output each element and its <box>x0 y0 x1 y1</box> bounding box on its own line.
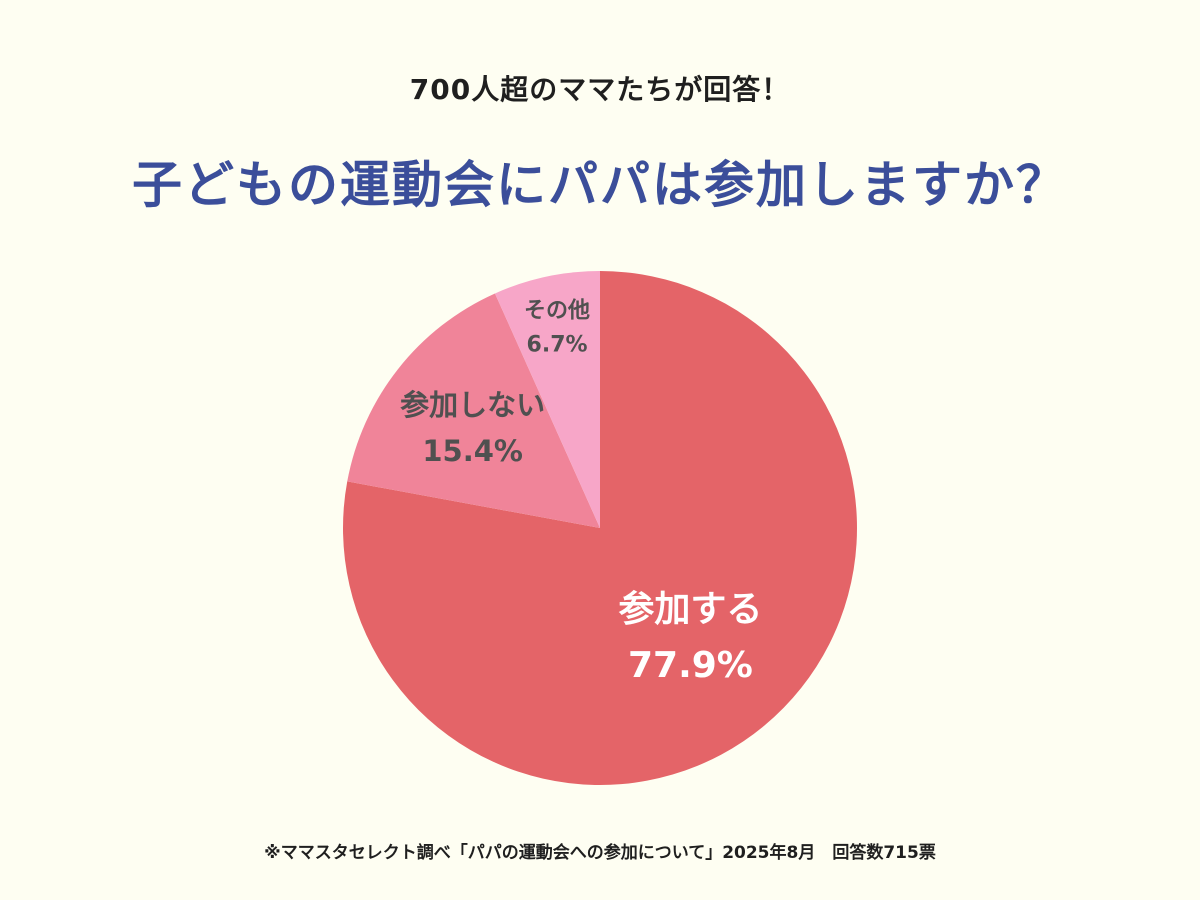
slice-value-1: 77.9% <box>628 645 753 686</box>
slice-value-3: 6.7% <box>527 333 588 358</box>
slice-label-1: 参加する <box>618 589 762 630</box>
source-footnote: ※ママスタセレクト調べ「パパの運動会への参加について」2025年8月 回答数71… <box>264 843 936 863</box>
slice-label-3: その他 <box>524 299 590 324</box>
chart-title: 子どもの運動会にパパは参加しますか？ <box>132 156 1068 214</box>
slice-value-2: 15.4% <box>422 434 523 468</box>
slice-label-2: 参加しない <box>400 388 545 422</box>
pie-slice-3 <box>494 271 600 528</box>
pie-slice-2 <box>347 293 600 528</box>
chart-subtitle: 700人超のママたちが回答！ <box>409 73 791 106</box>
